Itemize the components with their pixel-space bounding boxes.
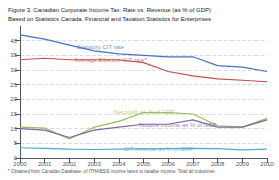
svg-text:2001: 2001: [38, 161, 52, 167]
svg-text:2004: 2004: [112, 161, 126, 167]
svg-text:30: 30: [10, 67, 17, 73]
svg-text:2002: 2002: [63, 161, 77, 167]
svg-text:2009: 2009: [236, 161, 250, 167]
svg-text:2003: 2003: [87, 161, 101, 167]
svg-text:Taxable income as % of GDP: Taxable income as % of GDP: [139, 122, 217, 128]
svg-text:CIT revenue as % of GDP: CIT revenue as % of GDP: [124, 146, 193, 152]
svg-text:Based on Statistics Canada, Fi: Based on Statistics Canada, Financial an…: [8, 16, 211, 22]
svg-text:40: 40: [10, 38, 17, 44]
svg-text:2007: 2007: [186, 161, 200, 167]
svg-text:Net profit as % of GDP: Net profit as % of GDP: [114, 109, 175, 115]
svg-text:2006: 2006: [162, 161, 176, 167]
svg-text:5: 5: [14, 140, 18, 146]
svg-text:2008: 2008: [211, 161, 225, 167]
svg-text:Statutory CIT rate: Statutory CIT rate: [77, 44, 125, 50]
svg-text:2010: 2010: [260, 161, 274, 167]
svg-text:Figure 3. Canadian Corporate I: Figure 3. Canadian Corporate Income Tax:…: [8, 7, 211, 13]
svg-text:2005: 2005: [137, 161, 151, 167]
svg-text:Average Effective CIT rate*: Average Effective CIT rate*: [74, 57, 147, 63]
svg-text:0: 0: [13, 155, 17, 161]
svg-text:20: 20: [10, 96, 17, 102]
svg-text:25: 25: [10, 82, 17, 88]
svg-text:* Obtained from Canadan Databa: * Obtained from Canadan Database, of ITH…: [8, 169, 216, 174]
svg-text:10: 10: [10, 126, 17, 132]
svg-text:15: 15: [10, 111, 17, 117]
svg-text:35: 35: [10, 52, 17, 58]
svg-text:2000: 2000: [13, 161, 27, 167]
